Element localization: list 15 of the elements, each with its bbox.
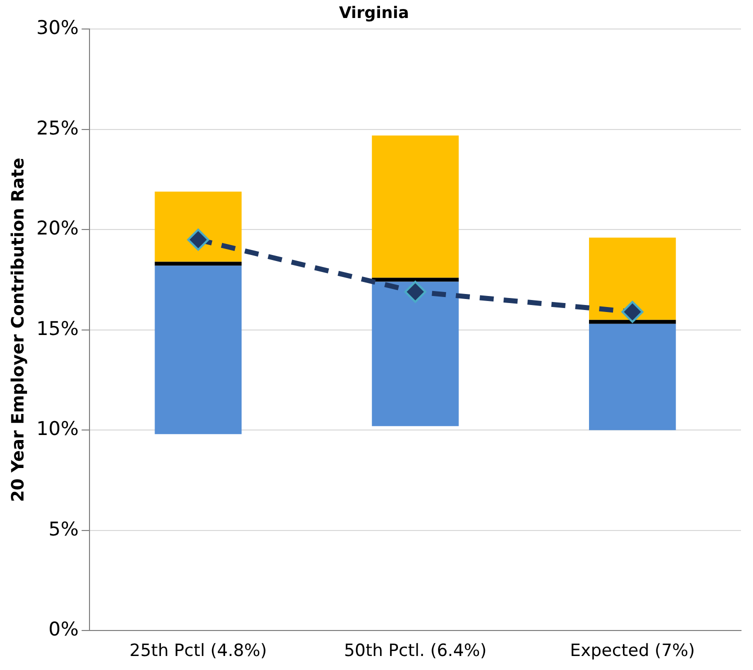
y-tick-label: 0% <box>48 618 79 641</box>
y-tick-label: 5% <box>48 518 79 540</box>
point <box>404 280 426 303</box>
chart-title: Virginia <box>338 2 410 22</box>
y-tick-label: 25% <box>36 117 79 140</box>
y-tick-label: 10% <box>36 418 79 440</box>
x-tick-label: Expected (7%) <box>570 641 695 662</box>
y-tick-label: 30% <box>36 17 79 40</box>
x-tick-label: 50th Pctl. (6.4%) <box>344 641 487 662</box>
y-axis-title: 20 Year Employer Contribution Rate <box>8 158 29 502</box>
point <box>621 300 644 323</box>
point <box>187 228 210 251</box>
y-tick-label: 15% <box>36 318 79 340</box>
x-tick-label: 25th Pctl (4.8%) <box>130 641 267 662</box>
y-tick-label: 20% <box>36 218 79 240</box>
